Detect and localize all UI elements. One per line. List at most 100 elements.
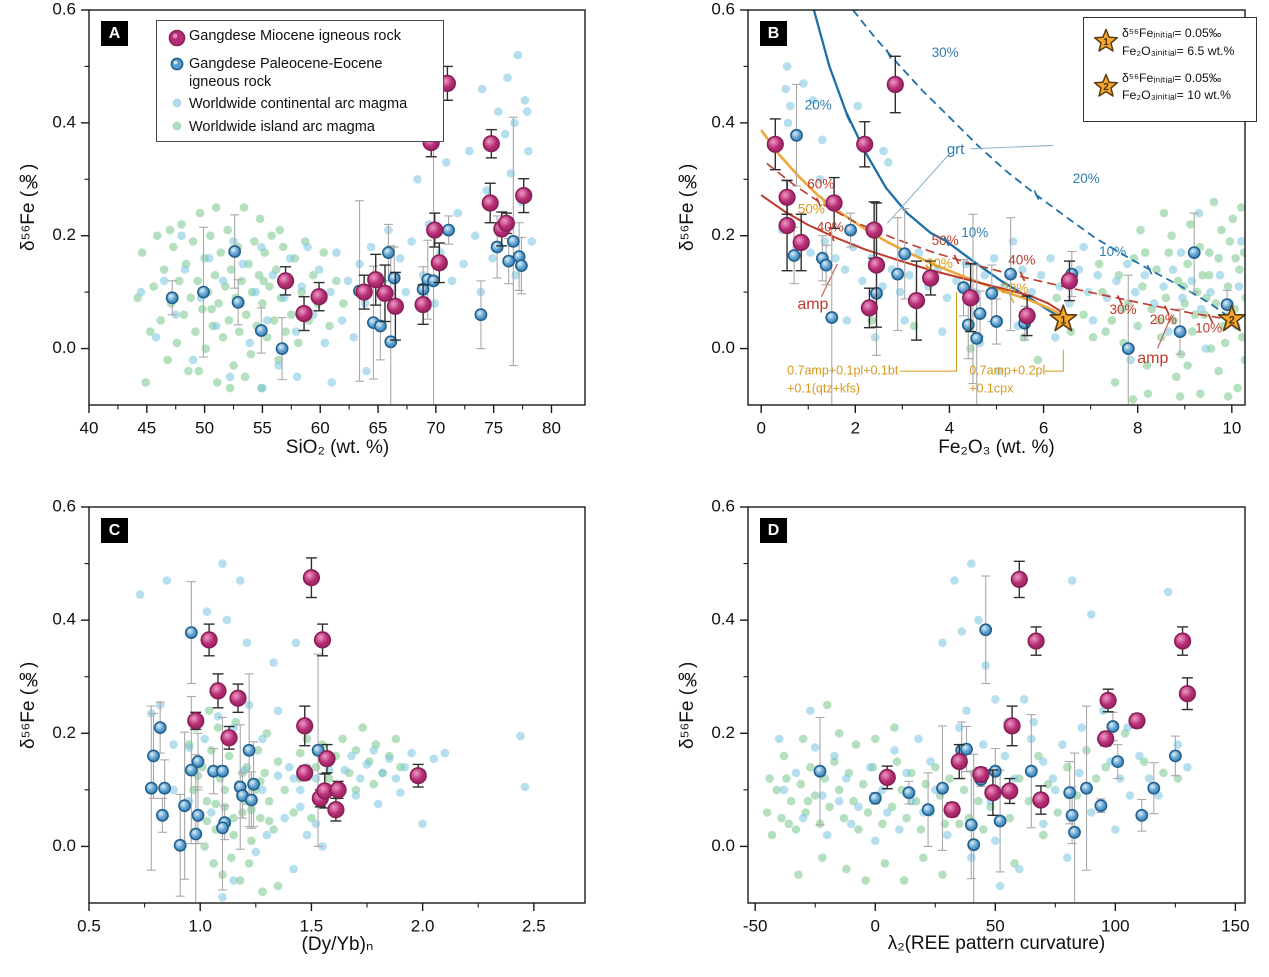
island-arc-point: [258, 887, 267, 896]
paleocene-point: [891, 267, 905, 281]
island-arc-point: [849, 796, 858, 806]
island-arc-point: [1101, 762, 1110, 772]
island-arc-point: [200, 842, 209, 851]
paleocene-point: [819, 258, 833, 272]
miocene-point: [1032, 791, 1050, 809]
continental-arc-point: [1019, 695, 1029, 704]
y-tick-label: 0.6: [52, 0, 76, 18]
legend-label: Gangdese Paleocene-Eocene igneous rock: [189, 56, 383, 91]
island-arc-point: [235, 327, 244, 336]
y-tick-label: 0.0: [711, 836, 735, 855]
island-arc-point: [1091, 774, 1101, 783]
continental-arc-point: [440, 748, 450, 758]
x-tick-label: 75: [484, 418, 503, 437]
island-arc-point: [834, 785, 844, 795]
continental-arc-point: [818, 135, 827, 145]
x-tick-label: 50: [986, 916, 1005, 935]
x-tick-label: 2: [851, 418, 860, 437]
miocene-point: [867, 256, 886, 274]
annotation-connector: [900, 292, 957, 372]
island-arc-point: [278, 242, 288, 252]
miocene-point: [327, 801, 345, 819]
leader-line: [886, 153, 950, 224]
island-arc-point: [275, 225, 285, 235]
continental-arc-point: [1027, 287, 1037, 297]
legend-label: Gangdese Miocene igneous rock: [189, 28, 401, 44]
continental-arc-point: [806, 706, 815, 715]
continental-arc-point: [1039, 757, 1048, 766]
continental-arc-point: [1123, 259, 1132, 269]
island-arc-point: [871, 734, 880, 744]
continental-arc-point: [289, 864, 298, 874]
island-arc-point: [1033, 355, 1043, 365]
paleocene-point: [144, 781, 158, 795]
curve-grt-solid: [812, 10, 1064, 321]
continental-arc-point: [453, 208, 463, 218]
island-arc-point: [165, 225, 175, 235]
continental-arc-point: [962, 706, 971, 715]
paleocene-point: [1065, 808, 1079, 822]
paleocene-point: [515, 259, 528, 272]
continental-arc-point: [262, 316, 272, 325]
paleocene-point: [898, 247, 912, 261]
continental-arc-point: [510, 118, 519, 128]
paleocene-point: [973, 307, 987, 320]
continental-arc-point: [303, 242, 312, 252]
miocene-point: [296, 764, 314, 782]
island-arc-point: [762, 808, 772, 817]
island-arc-point: [195, 208, 205, 218]
island-arc-point: [779, 751, 789, 761]
paleocene-point: [813, 764, 827, 778]
continental-arc-point: [1144, 774, 1154, 783]
island-arc-point: [810, 791, 820, 800]
continental-arc-point: [327, 378, 337, 387]
island-arc-point: [146, 327, 155, 336]
plot-area-D: [762, 559, 1196, 903]
paleocene-point: [384, 335, 398, 349]
island-arc-point: [1223, 282, 1233, 291]
curve-label-50%: 50%: [932, 233, 959, 248]
continental-arc-point: [938, 327, 947, 336]
island-arc-point: [309, 270, 318, 280]
continental-arc-point: [240, 765, 249, 775]
island-arc-point: [194, 366, 204, 376]
paleocene-point: [964, 818, 978, 832]
paleocene-point: [1068, 825, 1081, 839]
island-arc-point: [955, 819, 964, 829]
x-tick-label: 0: [871, 916, 880, 935]
y-tick-label: 0.6: [711, 496, 735, 515]
island-arc-point: [1052, 293, 1061, 303]
continental-arc-point: [1015, 864, 1024, 874]
curve-label-30%: 30%: [932, 45, 959, 60]
x-tick-label: 0: [756, 418, 765, 437]
miocene-point: [907, 292, 926, 310]
continental-arc-point: [242, 638, 252, 648]
island-arc-point: [1240, 355, 1245, 365]
curve-label-30%: 30%: [926, 256, 953, 271]
continental-arc-point: [151, 333, 161, 342]
miocene-point: [295, 305, 313, 323]
miocene-point: [1099, 691, 1117, 710]
island-arc-point: [198, 304, 207, 314]
continental-arc-point: [177, 231, 186, 240]
curve-percent-tick: [1116, 295, 1123, 305]
continental-arc-point: [799, 79, 808, 88]
paleocene-point: [381, 246, 395, 259]
continental-arc-point: [407, 748, 416, 758]
island-arc-point: [902, 813, 911, 823]
continental-arc-point: [870, 333, 880, 342]
curve-percent-tick: [885, 49, 892, 59]
island-arc-point: [255, 214, 265, 224]
continental-arc-point: [413, 175, 422, 184]
island-arc-point: [191, 327, 200, 336]
island-arc-point: [974, 796, 983, 806]
fractionation-annotation: +0.1cpx: [969, 381, 1014, 395]
continental-arc-point: [1187, 276, 1197, 286]
island-arc-point: [834, 729, 844, 738]
island-arc-point: [1118, 304, 1127, 314]
leader-line: [970, 144, 1054, 150]
island-arc-point: [931, 762, 940, 772]
island-arc-point: [235, 876, 245, 885]
island-arc-point: [1140, 248, 1150, 257]
island-arc-point: [1188, 327, 1197, 336]
